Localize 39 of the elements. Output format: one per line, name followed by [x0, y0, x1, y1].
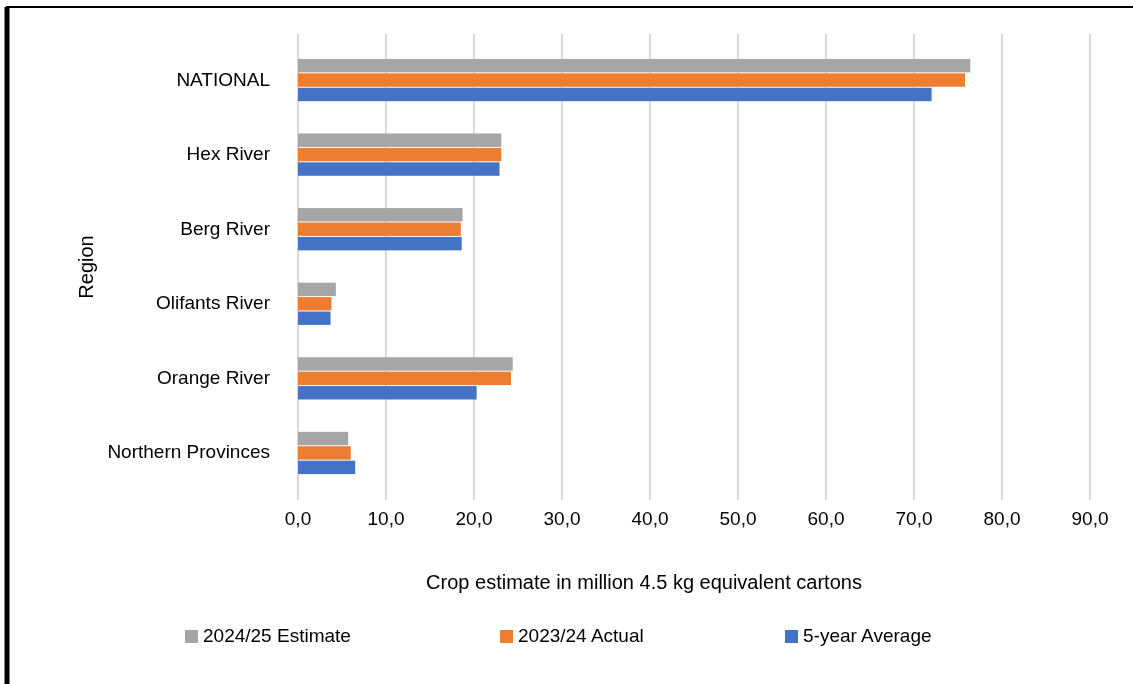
- bar: [298, 297, 332, 311]
- bar: [298, 87, 932, 102]
- bar: [298, 460, 356, 475]
- bar: [298, 371, 511, 386]
- bar: [298, 73, 966, 87]
- legend-label: 2023/24 Actual: [518, 625, 644, 647]
- bar: [298, 58, 971, 73]
- bar: [298, 236, 462, 251]
- x-tick-label: 30,0: [543, 508, 581, 529]
- y-tick-label: Olifants River: [155, 292, 271, 314]
- y-tick-label: NATIONAL: [176, 68, 270, 90]
- x-tick-label: 50,0: [719, 508, 757, 529]
- x-tick-label: 60,0: [807, 508, 845, 529]
- bar: [298, 208, 463, 222]
- x-tick-label: 40,0: [631, 508, 669, 529]
- x-tick-label: 20,0: [455, 508, 493, 529]
- bar: [298, 133, 502, 147]
- bar: [298, 357, 513, 371]
- legend-label: 5-year Average: [803, 625, 932, 647]
- y-tick-label: Berg River: [180, 217, 271, 239]
- x-tick-label: 0,0: [284, 508, 312, 529]
- bar: [298, 311, 331, 325]
- y-axis-title: Region: [75, 235, 97, 299]
- x-tick-label: 80,0: [983, 508, 1021, 529]
- y-tick-label: Hex River: [186, 143, 271, 165]
- bar: [298, 431, 349, 446]
- x-tick-label: 10,0: [367, 508, 405, 529]
- x-tick-label: 70,0: [895, 508, 933, 529]
- x-tick-label: 90,0: [1071, 508, 1109, 529]
- bar: [298, 162, 500, 176]
- x-axis-title: Crop estimate in million 4.5 kg equivalent cartons: [426, 571, 862, 593]
- bar: [298, 282, 336, 297]
- bar: [298, 222, 461, 236]
- y-tick-label: Northern Provinces: [107, 441, 270, 463]
- y-tick-label: Orange River: [157, 366, 271, 388]
- legend-label: 2024/25 Estimate: [203, 625, 351, 647]
- bar: [298, 147, 502, 162]
- bar: [298, 446, 351, 460]
- bar: [298, 386, 477, 400]
